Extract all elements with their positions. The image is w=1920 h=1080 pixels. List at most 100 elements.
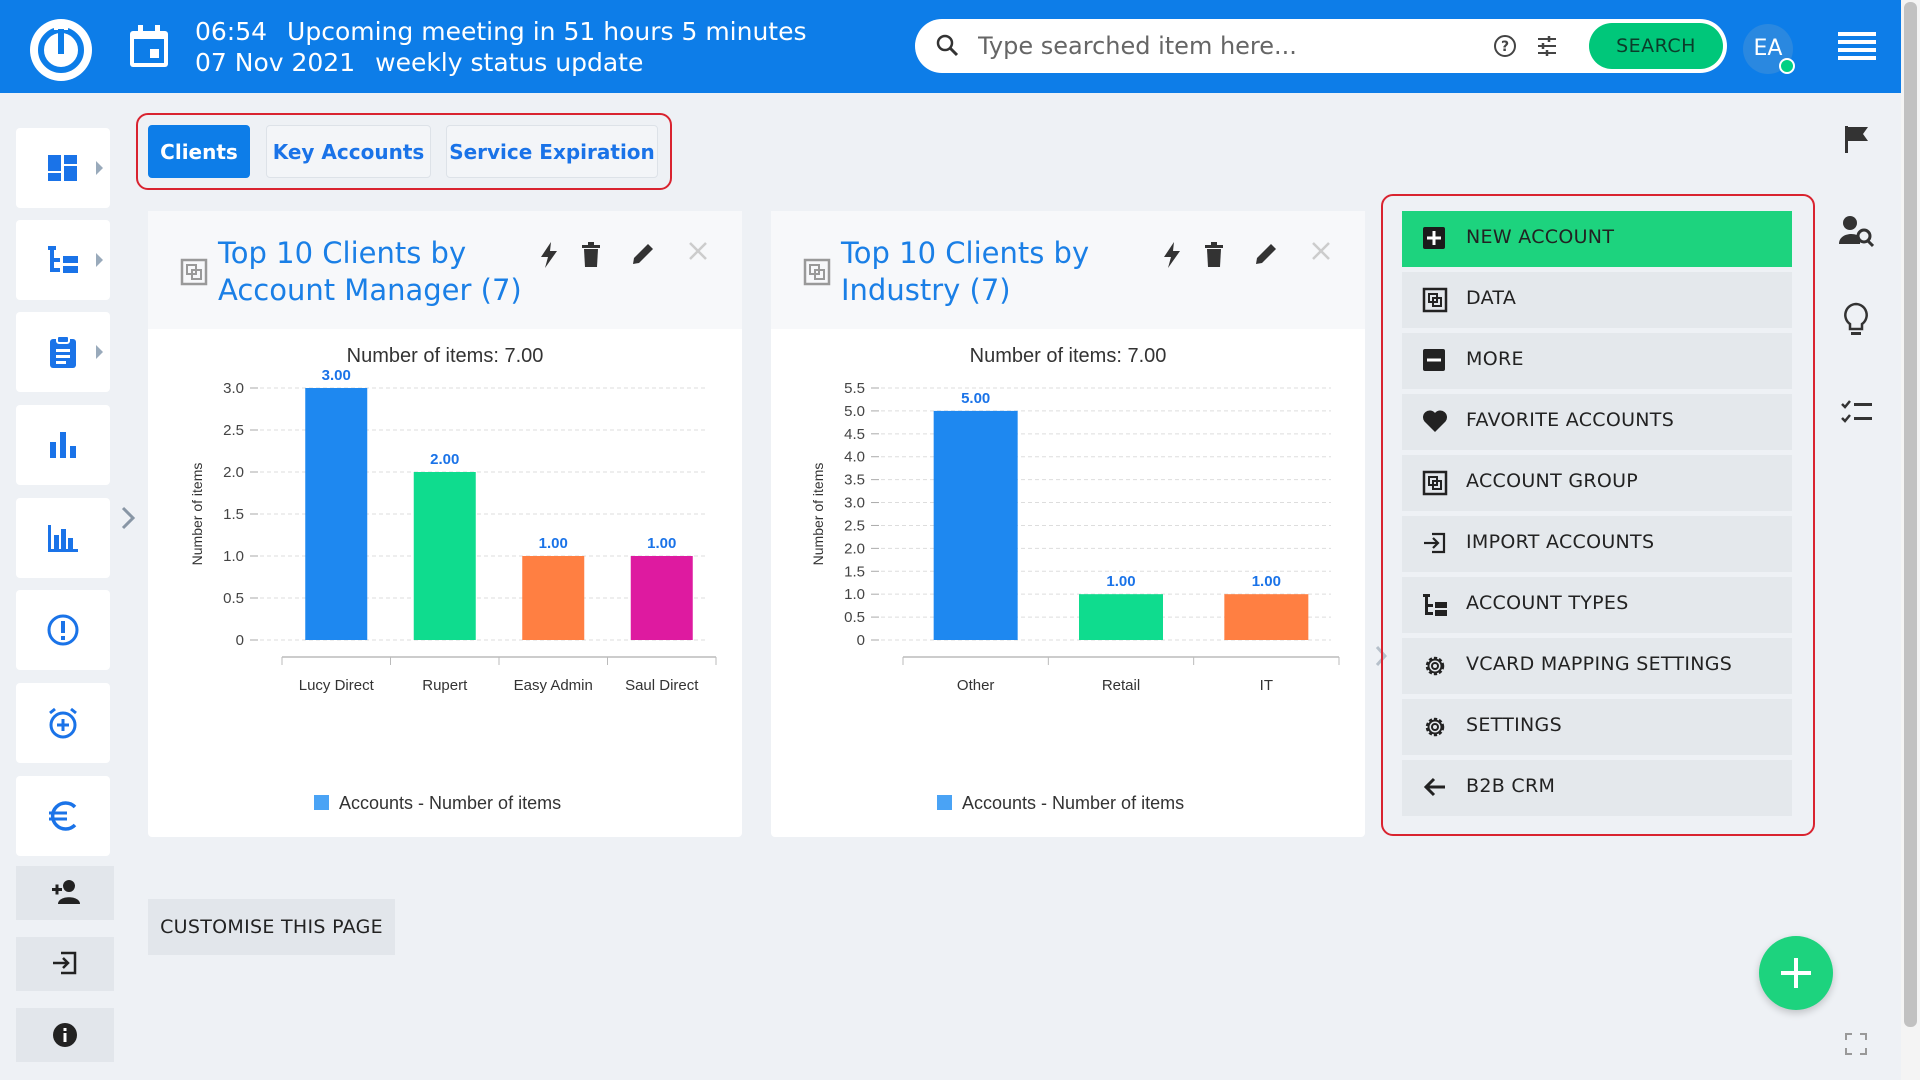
menu-item-import-accounts[interactable]: IMPORT ACCOUNTS xyxy=(1402,516,1792,572)
tab-clients[interactable]: Clients xyxy=(148,125,250,178)
menu-item-new-account[interactable]: NEW ACCOUNT xyxy=(1402,211,1792,267)
scrollbar-thumb[interactable] xyxy=(1904,2,1917,1027)
search-input[interactable] xyxy=(978,27,1378,65)
menu-item-settings[interactable]: SETTINGS xyxy=(1402,699,1792,755)
sidebar-login[interactable] xyxy=(16,937,114,991)
bar[interactable] xyxy=(1224,594,1309,640)
widget-header: Top 10 Clients by Account Manager (7) xyxy=(148,211,742,329)
action-menu-highlight xyxy=(1381,194,1815,836)
menu-item-more[interactable]: MORE xyxy=(1402,333,1792,389)
widget-clients-by-manager: Top 10 Clients by Account Manager (7) Nu… xyxy=(148,211,742,837)
bar-chart-icon xyxy=(50,432,76,458)
app-logo-icon[interactable] xyxy=(30,19,92,81)
y-tick-label: 0 xyxy=(236,632,244,649)
legend-swatch xyxy=(937,795,952,810)
x-tick-label: Retail xyxy=(1102,677,1140,694)
analytics-icon xyxy=(48,525,78,552)
sidebar-finance[interactable] xyxy=(16,776,110,856)
y-tick-label: 2.0 xyxy=(844,540,865,557)
lightbulb-icon[interactable] xyxy=(1843,302,1869,338)
search-icon xyxy=(936,34,959,57)
legend-label[interactable]: Accounts - Number of items xyxy=(962,793,1184,813)
bar[interactable] xyxy=(305,388,368,640)
sidebar-reports[interactable] xyxy=(16,405,110,485)
meeting-date: 07 Nov 2021 xyxy=(195,48,356,77)
y-tick-label: 1.5 xyxy=(844,563,865,580)
delete-icon[interactable] xyxy=(1203,241,1225,274)
sidebar-tasks[interactable] xyxy=(16,312,110,392)
sidebar-dashboard[interactable] xyxy=(16,128,110,208)
add-fab-button[interactable] xyxy=(1759,936,1833,1010)
flash-icon[interactable] xyxy=(538,241,560,274)
chevron-right-icon xyxy=(96,345,103,359)
help-icon[interactable]: ? xyxy=(1493,34,1517,58)
alarm-clock-icon xyxy=(49,707,77,739)
clipboard-icon xyxy=(50,335,76,368)
bar[interactable] xyxy=(630,556,693,640)
widget-type-icon xyxy=(180,258,208,286)
x-tick-label: Easy Admin xyxy=(514,677,593,694)
flag-icon[interactable] xyxy=(1842,124,1872,154)
bar[interactable] xyxy=(522,556,585,640)
y-tick-label: 3.0 xyxy=(223,380,244,397)
sidebar-alerts[interactable] xyxy=(16,590,110,670)
flash-icon[interactable] xyxy=(1161,241,1183,274)
legend-label[interactable]: Accounts - Number of items xyxy=(339,793,561,813)
user-search-icon[interactable] xyxy=(1838,214,1874,248)
tab-service-expiration[interactable]: Service Expiration xyxy=(446,125,658,178)
menu-item-label: ACCOUNT GROUP xyxy=(1466,470,1639,492)
menu-item-label: IMPORT ACCOUNTS xyxy=(1466,531,1655,553)
checklist-icon[interactable] xyxy=(1840,398,1874,426)
alert-circle-icon xyxy=(47,614,79,646)
online-status-icon xyxy=(1779,58,1795,74)
sidebar-structure[interactable] xyxy=(16,220,110,300)
page-scrollbar[interactable] xyxy=(1901,0,1920,1080)
data-label: 5.00 xyxy=(961,390,990,407)
close-icon[interactable] xyxy=(688,241,708,266)
data-label: 1.00 xyxy=(647,535,676,552)
y-axis-label: Number of items xyxy=(189,463,205,566)
sidebar-add-user[interactable] xyxy=(16,866,114,920)
close-icon[interactable] xyxy=(1311,241,1331,266)
bar[interactable] xyxy=(1079,594,1163,640)
menu-item-b2b-crm[interactable]: B2B CRM xyxy=(1402,760,1792,816)
collapse-panel-chevron-icon[interactable] xyxy=(1374,644,1388,668)
menu-item-account-group[interactable]: ACCOUNT GROUP xyxy=(1402,455,1792,511)
bar[interactable] xyxy=(933,410,1018,640)
customise-page-button[interactable]: CUSTOMISE THIS PAGE xyxy=(148,899,395,955)
fullscreen-icon[interactable] xyxy=(1845,1033,1867,1055)
tab-key-accounts[interactable]: Key Accounts xyxy=(266,125,431,178)
search-button[interactable]: SEARCH xyxy=(1589,23,1723,69)
edit-icon[interactable] xyxy=(1253,241,1279,272)
menu-item-vcard-mapping-settings[interactable]: VCARD MAPPING SETTINGS xyxy=(1402,638,1792,694)
user-avatar[interactable]: EA xyxy=(1743,24,1795,74)
data-label: 1.00 xyxy=(1252,573,1281,590)
menu-item-account-types[interactable]: ACCOUNT TYPES xyxy=(1402,577,1792,633)
sidebar-reminders[interactable] xyxy=(16,683,110,763)
sidebar-analytics[interactable] xyxy=(16,498,110,578)
y-tick-label: 2.5 xyxy=(223,422,244,439)
sidebar-info[interactable] xyxy=(16,1008,114,1062)
tabs-highlight xyxy=(136,113,672,190)
edit-icon[interactable] xyxy=(630,241,656,272)
calendar-icon[interactable] xyxy=(128,25,170,69)
info-icon xyxy=(53,1023,77,1047)
expand-sidebar-chevron-icon[interactable] xyxy=(120,505,136,531)
meeting-time: 06:54 xyxy=(195,17,268,46)
data-label: 3.00 xyxy=(322,367,351,384)
hamburger-menu-icon[interactable] xyxy=(1838,32,1876,60)
upcoming-meeting[interactable]: 06:54 Upcoming meeting in 51 hours 5 minu… xyxy=(195,16,827,78)
filter-settings-icon[interactable] xyxy=(1535,34,1559,58)
menu-item-data[interactable]: DATA xyxy=(1402,272,1792,328)
delete-icon[interactable] xyxy=(580,241,602,274)
login-icon xyxy=(53,951,77,975)
chart-title: Number of items: 7.00 xyxy=(970,345,1167,367)
legend-swatch xyxy=(314,795,329,810)
bar-chart: Number of items: 7.00 Number of items 0 0.5… xyxy=(810,345,1340,813)
y-tick-label: 1.0 xyxy=(223,548,244,565)
menu-item-favorite-accounts[interactable]: FAVORITE ACCOUNTS xyxy=(1402,394,1792,450)
x-tick-label: Lucy Direct xyxy=(299,677,375,694)
menu-item-label: VCARD MAPPING SETTINGS xyxy=(1466,653,1733,675)
tree-icon xyxy=(48,246,78,273)
bar[interactable] xyxy=(413,472,476,640)
